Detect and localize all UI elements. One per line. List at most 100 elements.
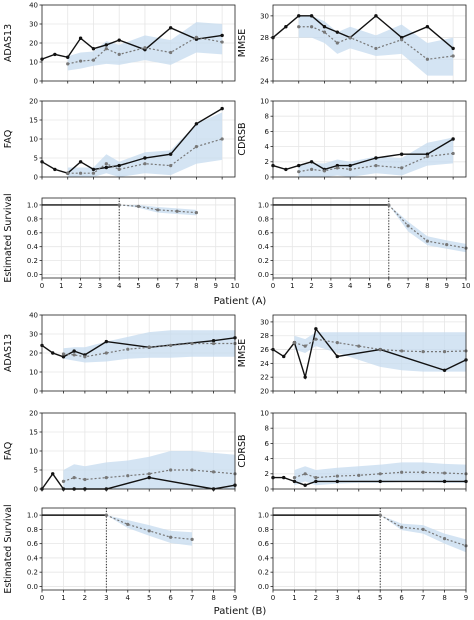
- panel-a-mmse: 24 26 28 30 MMSE: [237, 4, 467, 85]
- observed-point: [220, 33, 224, 38]
- y-axis-label: ADAS13: [3, 24, 14, 62]
- x-tick-label: 3: [335, 594, 339, 602]
- y-axis-label: CDRSB: [237, 434, 248, 467]
- y-tick-label: 6: [265, 128, 270, 136]
- observed-point: [168, 152, 173, 156]
- observed-point: [284, 167, 288, 172]
- y-tick-label: 15: [29, 428, 38, 436]
- x-tick-label: 8: [425, 282, 429, 290]
- y-tick-label: 0.2: [258, 569, 269, 577]
- panel-b-adas13: 0 10 20 30 40 ADAS13: [3, 311, 237, 395]
- predicted-point: [126, 474, 130, 478]
- x-tick-label: 9: [444, 282, 448, 290]
- predicted-point: [374, 164, 378, 168]
- observed-point: [425, 25, 430, 29]
- predicted-series-line: [67, 138, 223, 174]
- panel-b-survival-right: 0.0 0.2 0.4 0.6 0.8 1.0 0 1 2 3 4 5 6 7 8 9: [258, 507, 468, 602]
- x-tick-label: 9: [464, 594, 468, 602]
- predicted-point: [322, 169, 327, 173]
- observed-point: [53, 52, 57, 57]
- x-tick-label: 2: [83, 594, 87, 602]
- predicted-point: [400, 349, 404, 353]
- observed-point: [104, 43, 109, 47]
- y-tick-label: 4: [265, 143, 270, 151]
- predicted-point: [314, 337, 318, 341]
- y-tick-label: 1.0: [27, 512, 38, 520]
- predicted-point: [335, 341, 339, 345]
- x-tick-label: 7: [190, 594, 194, 602]
- predicted-point: [421, 350, 425, 354]
- y-tick-label: 15: [29, 116, 38, 124]
- observed-point: [442, 368, 447, 372]
- predicted-point: [169, 50, 173, 55]
- predicted-point: [117, 52, 121, 57]
- predicted-point: [357, 344, 361, 348]
- predicted-point: [335, 41, 339, 45]
- predicted-point: [220, 137, 224, 141]
- observed-point: [194, 122, 199, 126]
- y-tick-label: 0.2: [27, 257, 38, 265]
- observed-point: [303, 375, 307, 379]
- predicted-point: [72, 353, 76, 357]
- predicted-point: [378, 513, 382, 517]
- predicted-point: [400, 470, 404, 474]
- panel-b-faq: 0 5 10 15 20 FAQ: [3, 409, 237, 493]
- y-tick-label: 0.4: [258, 554, 270, 562]
- y-tick-label: 26: [260, 56, 269, 64]
- predicted-point: [335, 474, 339, 478]
- y-tick-label: 0: [34, 485, 38, 493]
- x-tick-label: 6: [168, 594, 173, 602]
- panel-a-survival-right: 0.0 0.2 0.4 0.6 0.8 1.0 0 1 2 3 4 5 6 7 8 9 10: [258, 197, 470, 290]
- predicted-point: [310, 25, 314, 29]
- predicted-point: [79, 171, 83, 175]
- predicted-point: [91, 171, 96, 175]
- predicted-point: [169, 164, 173, 168]
- observed-point: [314, 479, 318, 484]
- uncertainty-band: [63, 451, 235, 489]
- y-tick-label: 0.0: [258, 583, 269, 591]
- predicted-point: [348, 167, 352, 171]
- x-tick-label: 6: [387, 282, 392, 290]
- x-tick-label: 2: [309, 282, 313, 290]
- y-tick-label: 0: [34, 77, 38, 85]
- observed-point: [399, 152, 404, 156]
- x-tick-label: 2: [78, 282, 82, 290]
- y-tick-label: 24: [260, 77, 269, 85]
- predicted-point: [169, 535, 173, 539]
- y-axis-label: ADAS13: [3, 334, 14, 372]
- observed-point: [282, 475, 286, 480]
- y-tick-label: 4: [265, 455, 270, 463]
- y-tick-label: 20: [29, 97, 38, 105]
- observed-point: [442, 479, 447, 484]
- uncertainty-band: [298, 15, 454, 76]
- y-tick-label: 0.6: [258, 540, 270, 548]
- uncertainty-band: [388, 204, 466, 253]
- observed-point: [309, 160, 314, 164]
- predicted-point: [83, 477, 87, 482]
- observed-point: [425, 152, 430, 156]
- axes-frame: [272, 4, 467, 82]
- y-tick-label: 1.0: [258, 201, 269, 209]
- x-tick-label: 6: [156, 282, 161, 290]
- observed-point: [53, 167, 57, 172]
- predicted-point: [425, 239, 429, 243]
- observed-point: [78, 160, 83, 164]
- y-axis-label: Estimated Survival: [3, 504, 14, 593]
- y-axis-label: FAQ: [3, 130, 14, 148]
- predicted-point: [79, 59, 83, 63]
- panel-a-survival-left: 0.0 0.2 0.4 0.6 0.8 1.0 0 1 2 3 4 5 6 7 8 9 10 Estimated …: [3, 193, 239, 290]
- observed-point: [374, 156, 378, 160]
- y-tick-label: 10: [29, 58, 38, 66]
- axes-frame: [272, 314, 467, 392]
- observed-point: [335, 30, 340, 34]
- predicted-point: [357, 473, 361, 477]
- predicted-point: [400, 525, 404, 529]
- axes-frame: [41, 507, 236, 591]
- predicted-point: [61, 479, 66, 483]
- y-tick-label: 0.0: [258, 271, 269, 279]
- y-tick-label: 28: [260, 34, 269, 42]
- x-tick-label: 3: [98, 282, 102, 290]
- predicted-point: [91, 58, 96, 62]
- axes-frame: [272, 507, 467, 591]
